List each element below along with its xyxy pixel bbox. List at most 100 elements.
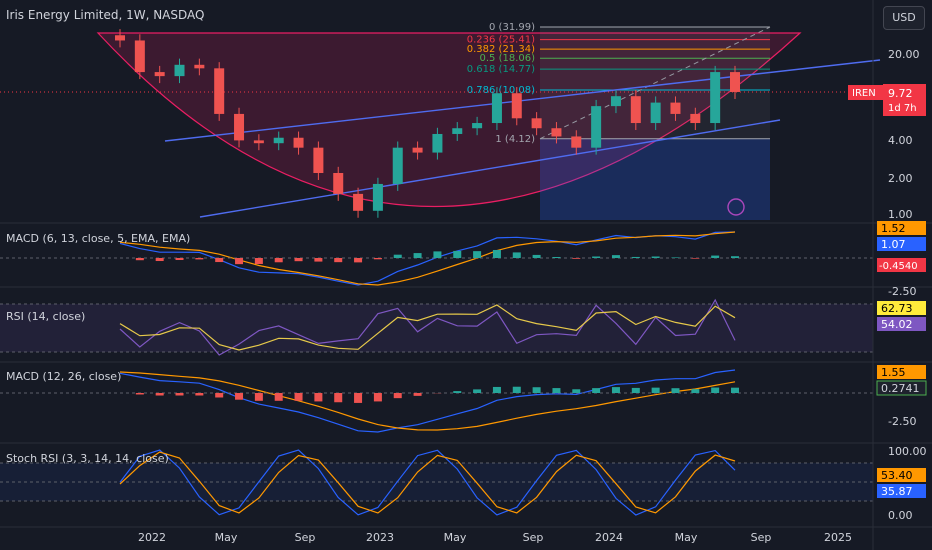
- candle-body: [253, 140, 264, 144]
- time-label: May: [675, 531, 698, 544]
- macd-fast-histogram-bar: [711, 255, 720, 258]
- stoch-badge-bg: [877, 468, 926, 482]
- candle-body: [591, 106, 602, 148]
- macd-slow-badge-bg: [877, 365, 926, 379]
- macd-slow-histogram-bar: [711, 387, 720, 393]
- candle-body: [610, 96, 621, 107]
- macd-slow-signal-line: [119, 371, 736, 431]
- macd-fast-badge-bg: [877, 237, 926, 251]
- macd-fast-histogram-bar: [731, 256, 739, 258]
- macd-fast-title: MACD (6, 13, close, 5, EMA, EMA): [6, 232, 190, 245]
- macd-fast-histogram-bar: [453, 250, 462, 258]
- channel-upper-line: [164, 59, 881, 142]
- price-candles: [0, 29, 881, 218]
- target-zone: [540, 138, 770, 220]
- macd-slow-histogram-bar: [254, 393, 263, 401]
- stoch-badge-bg: [877, 484, 926, 498]
- macd-fast-histogram-bar: [354, 258, 363, 263]
- macd-fast-badge-bg: [877, 258, 926, 272]
- macd-slow-histogram-bar: [611, 387, 620, 393]
- macd-fast-histogram-bar: [373, 258, 382, 260]
- macd-slow-histogram-bar: [572, 389, 581, 393]
- candle-body: [432, 133, 443, 153]
- macd-fast-histogram-bar: [254, 258, 263, 264]
- macd-slow-histogram-bar: [274, 393, 283, 401]
- macd-slow-histogram-bar: [215, 393, 224, 398]
- stoch-value: 53.40: [881, 469, 913, 482]
- candle-body: [194, 64, 205, 69]
- macd-slow-histogram-bar: [473, 389, 482, 393]
- macd-fast-histogram-bar: [651, 256, 660, 258]
- price-tick-label: 20.00: [888, 48, 920, 61]
- fib-level-label: 0.618 (14.77): [467, 64, 535, 75]
- candle-body: [730, 72, 740, 92]
- candle-body: [392, 147, 403, 184]
- macd-slow-histogram-bar: [294, 393, 303, 401]
- stoch-d-line: [119, 451, 736, 514]
- macd-fast-histogram-bar: [314, 258, 323, 262]
- macd-slow-histogram-bar: [393, 393, 402, 399]
- macd-fast-histogram-bar: [274, 258, 283, 263]
- macd-fast-badge-bg: [877, 221, 926, 235]
- symbol-badge-bg: [848, 85, 883, 100]
- macd-fast-histogram-bar: [552, 256, 561, 258]
- macd-slow-title: MACD (12, 26, close): [6, 370, 121, 383]
- candle-body: [115, 35, 125, 41]
- macd-fast-signal-line: [119, 231, 736, 286]
- price-tick-label: 4.00: [888, 134, 913, 147]
- macd-slow-histogram-bar: [373, 393, 382, 402]
- macd-fast-histogram-bar: [572, 258, 581, 259]
- macd-slow-histogram-bar: [354, 393, 363, 403]
- stoch-tick: 0.00: [888, 509, 913, 522]
- macd-fast-histogram-bar: [294, 258, 303, 262]
- stoch-rsi-title: Stoch RSI (3, 3, 14, 14, close): [6, 452, 169, 465]
- stoch-value: 35.87: [881, 485, 913, 498]
- fib-trend-line: [539, 26, 771, 140]
- fib-level-label: 0.382 (21.34): [467, 44, 535, 55]
- background-layer: [96, 27, 802, 220]
- last-price-badge-bg: [883, 84, 926, 116]
- macd-slow-histogram-bar: [592, 388, 601, 393]
- chart-title: Iris Energy Limited, 1W, NASDAQ: [6, 8, 204, 22]
- candle-body: [511, 93, 522, 119]
- macd-slow-histogram-bar: [235, 393, 244, 400]
- macd-fast-histogram-bar: [155, 258, 164, 262]
- macd-fast-histogram-bar: [413, 253, 422, 258]
- macd-fast-histogram-bar: [433, 251, 442, 258]
- candle-body: [670, 102, 681, 114]
- macd-fast-value: 1.52: [881, 222, 906, 235]
- candle-body: [214, 68, 225, 114]
- macd-slow-badge-bg: [876, 380, 927, 396]
- time-label: 2023: [366, 531, 394, 544]
- macd-slow-histogram-bar: [413, 393, 422, 396]
- macd-fast-histogram-bar: [393, 254, 402, 258]
- macd-fast-histogram-bar: [135, 258, 144, 261]
- candle-body: [472, 123, 483, 129]
- time-label: 2024: [595, 531, 623, 544]
- macd-fast-tick: -2.50: [888, 285, 916, 298]
- currency-button[interactable]: USD: [883, 6, 925, 30]
- rsi-title: RSI (14, close): [6, 310, 85, 323]
- stoch-k-line: [119, 449, 736, 516]
- indicator-panes: [0, 231, 873, 516]
- candle-body: [551, 128, 562, 137]
- macd-fast-histogram-bar: [532, 254, 541, 258]
- alert-icon: [727, 198, 745, 216]
- candle-body: [491, 93, 502, 124]
- candle-body: [531, 118, 542, 129]
- price-tick-label: 2.00: [888, 172, 913, 185]
- macd-fast-histogram-bar: [473, 251, 482, 258]
- macd-slow-histogram-bar: [631, 387, 640, 393]
- rsi-ma-line: [119, 304, 736, 351]
- macd-fast-histogram-bar: [175, 258, 184, 261]
- fib-level-label: 0.786 (10.08): [467, 85, 535, 96]
- macd-slow-tick: -2.50: [888, 415, 916, 428]
- time-label: 2022: [138, 531, 166, 544]
- candle-body: [571, 136, 582, 148]
- macd-fast-value: 1.07: [881, 238, 906, 251]
- macd-slow-histogram-bar: [135, 393, 144, 395]
- macd-fast-value: -0.4540: [879, 261, 918, 272]
